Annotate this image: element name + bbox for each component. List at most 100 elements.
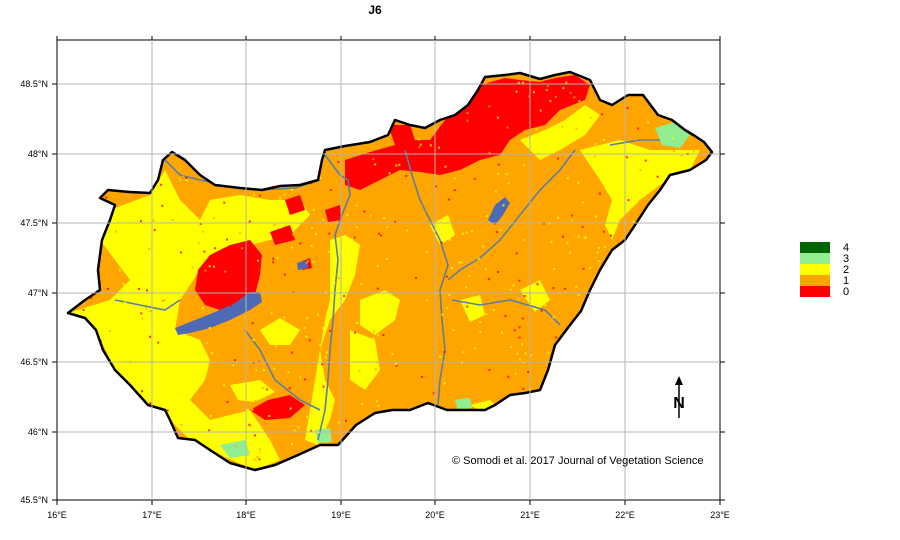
speckle bbox=[382, 358, 385, 361]
speckle bbox=[171, 219, 174, 221]
speckle bbox=[549, 100, 552, 103]
speckle bbox=[314, 233, 317, 236]
speckle bbox=[138, 209, 141, 212]
speckle bbox=[276, 257, 279, 259]
speckle bbox=[248, 423, 251, 426]
speckle bbox=[516, 375, 519, 378]
speckle bbox=[429, 144, 432, 147]
speckle bbox=[609, 234, 612, 237]
speckle bbox=[249, 424, 252, 427]
speckle bbox=[328, 232, 331, 235]
speckle bbox=[141, 390, 143, 393]
speckle bbox=[581, 225, 584, 228]
speckle bbox=[597, 260, 600, 262]
speckle bbox=[334, 415, 337, 418]
speckle bbox=[226, 238, 229, 241]
speckle bbox=[390, 344, 393, 347]
speckle bbox=[504, 314, 507, 317]
speckle bbox=[322, 327, 325, 330]
speckle bbox=[180, 423, 183, 426]
speckle bbox=[417, 138, 420, 141]
speckle bbox=[159, 359, 162, 362]
speckle bbox=[522, 247, 525, 250]
speckle bbox=[484, 268, 487, 271]
speckle bbox=[414, 330, 417, 332]
speckle bbox=[191, 266, 194, 269]
speckle bbox=[374, 163, 377, 166]
speckle bbox=[582, 200, 585, 202]
speckle bbox=[266, 449, 269, 452]
speckle bbox=[259, 194, 262, 197]
speckle bbox=[554, 96, 557, 98]
speckle bbox=[254, 399, 257, 402]
speckle bbox=[466, 119, 469, 122]
speckle bbox=[376, 287, 379, 290]
speckle bbox=[358, 369, 361, 372]
x-tick-label: 17°E bbox=[142, 510, 162, 520]
speckle bbox=[293, 429, 296, 432]
speckle bbox=[507, 375, 510, 378]
speckle bbox=[582, 267, 585, 270]
speckle bbox=[283, 273, 286, 276]
speckle bbox=[135, 318, 138, 321]
speckle bbox=[270, 312, 273, 315]
speckle bbox=[153, 252, 155, 255]
speckle bbox=[509, 283, 511, 286]
speckle bbox=[448, 238, 451, 241]
speckle bbox=[562, 235, 564, 238]
speckle bbox=[386, 226, 389, 229]
speckle bbox=[363, 210, 366, 213]
speckle bbox=[258, 458, 261, 461]
speckle bbox=[510, 346, 513, 348]
speckle bbox=[462, 351, 465, 354]
speckle bbox=[565, 81, 568, 84]
speckle bbox=[213, 217, 215, 220]
speckle bbox=[279, 197, 282, 200]
speckle bbox=[566, 242, 569, 245]
speckle bbox=[306, 317, 309, 320]
speckle bbox=[209, 415, 212, 418]
speckle bbox=[234, 359, 236, 362]
speckle bbox=[626, 107, 629, 109]
speckle bbox=[521, 343, 523, 346]
speckle bbox=[522, 387, 525, 390]
speckle bbox=[485, 313, 488, 316]
speckle bbox=[308, 339, 311, 342]
speckle bbox=[527, 371, 530, 373]
speckle bbox=[485, 215, 488, 217]
speckle bbox=[475, 247, 478, 250]
speckle bbox=[320, 189, 323, 192]
speckle bbox=[319, 177, 322, 180]
speckle bbox=[180, 339, 183, 342]
speckle bbox=[514, 372, 517, 375]
speckle bbox=[437, 146, 440, 149]
speckle bbox=[371, 363, 373, 366]
speckle bbox=[517, 81, 520, 84]
speckle bbox=[518, 336, 521, 339]
speckle bbox=[452, 329, 455, 331]
speckle bbox=[594, 143, 597, 146]
speckle bbox=[361, 403, 364, 405]
speckle bbox=[290, 443, 293, 446]
speckle bbox=[231, 359, 234, 362]
speckle bbox=[575, 285, 578, 288]
speckle bbox=[166, 409, 169, 412]
speckle bbox=[460, 361, 463, 364]
speckle bbox=[275, 345, 278, 348]
speckle bbox=[571, 214, 574, 217]
speckle bbox=[261, 386, 264, 389]
speckle bbox=[589, 116, 592, 119]
speckle bbox=[406, 229, 409, 232]
speckle bbox=[310, 245, 313, 248]
speckle bbox=[522, 238, 525, 241]
x-tick-label: 21°E bbox=[520, 510, 540, 520]
speckle bbox=[329, 189, 332, 192]
speckle bbox=[161, 204, 164, 207]
speckle bbox=[645, 107, 648, 110]
speckle bbox=[230, 296, 233, 299]
speckle bbox=[466, 112, 469, 114]
speckle bbox=[214, 247, 217, 250]
speckle bbox=[151, 322, 154, 325]
north-label: N bbox=[673, 395, 685, 412]
speckle bbox=[505, 173, 508, 176]
